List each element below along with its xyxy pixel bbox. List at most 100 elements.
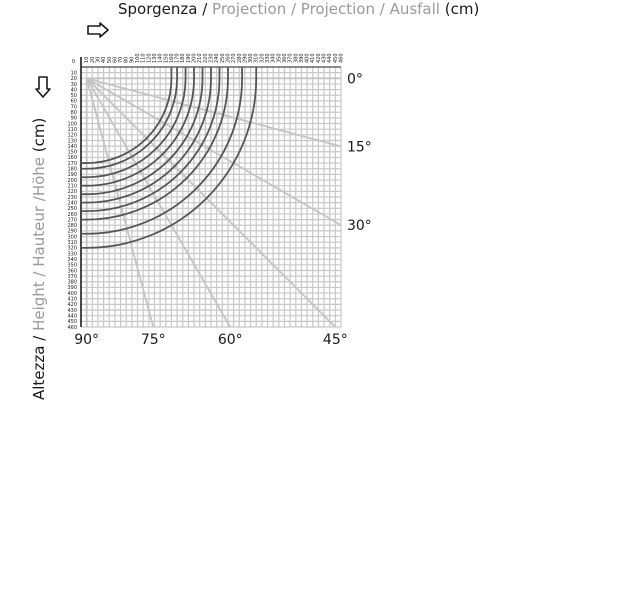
x-tick-label: 220 <box>203 53 209 63</box>
y-tick-label: 20 <box>71 76 77 82</box>
y-tick-label: 30 <box>71 82 77 88</box>
radius-arc-235 <box>81 67 221 213</box>
y-tick-label: 180 <box>67 167 77 173</box>
y-tick-label: 450 <box>67 319 77 325</box>
y-tick-label: 40 <box>71 87 77 93</box>
y-tick-label: 330 <box>67 251 77 257</box>
y-tick-label: 160 <box>67 155 77 161</box>
x-tick-label: 440 <box>327 53 333 63</box>
angle-line-45 <box>86 77 336 327</box>
y-tick-label: 360 <box>67 268 77 274</box>
x-tick-label: 160 <box>169 53 175 63</box>
y-tick-label: 440 <box>67 313 77 319</box>
x-tick-label: 70 <box>118 57 124 63</box>
radius-arc-160 <box>81 67 178 170</box>
angle-label-0: 0° <box>347 71 363 87</box>
radius-arc-150 <box>81 67 173 164</box>
x-tick-label: 460 <box>338 53 344 63</box>
x-tick-label: 20 <box>90 57 96 63</box>
y-tick-label: 80 <box>71 110 77 116</box>
angle-label-30: 30° <box>347 218 372 234</box>
x-tick-label: 50 <box>107 57 113 63</box>
x-tick-label: 230 <box>208 53 214 63</box>
angle-line-60 <box>85 77 232 327</box>
x-tick-label: 40 <box>101 57 107 63</box>
radius-arc-190 <box>81 67 195 187</box>
x-tick-label: 190 <box>186 53 192 63</box>
x-tick-label: 290 <box>242 53 248 63</box>
x-tick-label: 420 <box>316 53 322 63</box>
y-tick-label: 90 <box>71 116 77 122</box>
x-tick-label: 150 <box>163 53 169 63</box>
y-tick-label: 260 <box>67 212 77 218</box>
y-tick-label: 390 <box>67 285 77 291</box>
x-tick-label: 430 <box>322 53 328 63</box>
x-tick-label: 80 <box>124 57 130 63</box>
y-tick-label: 200 <box>67 178 77 184</box>
y-tick-label: 420 <box>67 302 77 308</box>
y-tick-label: 170 <box>67 161 77 167</box>
y-tick-label: 60 <box>71 99 77 105</box>
angle-line-30 <box>86 77 341 226</box>
x-tick-label: 410 <box>310 53 316 63</box>
x-tick-label: 350 <box>276 53 282 63</box>
y-tick-label: 10 <box>71 70 77 76</box>
y-tick-label: 150 <box>67 150 77 156</box>
radius-arc-175 <box>81 67 187 179</box>
y-tick-label: 340 <box>67 257 77 263</box>
x-tick-label: 380 <box>293 53 299 63</box>
x-axis-title-italian: Sporgenza / <box>118 0 213 18</box>
radius-arcs <box>81 67 258 249</box>
y-tick-label: 370 <box>67 274 77 280</box>
x-tick-label: 360 <box>282 53 288 63</box>
x-tick-label: 200 <box>192 53 198 63</box>
x-tick-label: 330 <box>265 53 271 63</box>
radius-arc-300 <box>81 67 258 249</box>
x-tick-label: 30 <box>95 57 101 63</box>
y-tick-label: 430 <box>67 308 77 314</box>
x-tick-label: 120 <box>146 53 152 63</box>
x-tick-label-zero: 0 <box>72 59 75 65</box>
angle-label-60: 60° <box>218 332 243 348</box>
angle-label-90: 90° <box>74 332 99 348</box>
arrow-down-icon <box>35 76 51 98</box>
y-tick-label: 270 <box>67 217 77 223</box>
y-tick-label: 290 <box>67 229 77 235</box>
x-axis-title-unit: (cm) <box>439 0 480 18</box>
y-tick-label: 120 <box>67 133 77 139</box>
x-tick-label: 300 <box>248 53 254 63</box>
x-tick-label: 270 <box>231 53 237 63</box>
angle-label-45: 45° <box>323 332 348 348</box>
y-tick-label: 350 <box>67 263 77 269</box>
x-tick-label: 10 <box>84 57 90 63</box>
x-tick-label: 340 <box>271 53 277 63</box>
y-tick-label: 460 <box>67 325 77 331</box>
radius-arc-220 <box>81 67 212 204</box>
x-tick-label: 60 <box>112 57 118 63</box>
y-tick-label: 400 <box>67 291 77 297</box>
x-tick-label: 250 <box>220 53 226 63</box>
x-tick-label: 390 <box>299 53 305 63</box>
angle-line-15 <box>86 77 341 148</box>
y-tick-label: 280 <box>67 223 77 229</box>
y-tick-label: 380 <box>67 280 77 286</box>
x-tick-label: 310 <box>254 53 260 63</box>
arrow-right-icon <box>87 22 109 38</box>
y-tick-label: 50 <box>71 93 77 99</box>
y-tick-label: 100 <box>67 121 77 127</box>
x-tick-label: 450 <box>333 53 339 63</box>
x-tick-label: 210 <box>197 53 203 63</box>
y-tick-label: 320 <box>67 246 77 252</box>
y-tick-label: 300 <box>67 234 77 240</box>
y-tick-label: 140 <box>67 144 77 150</box>
x-tick-label: 140 <box>158 53 164 63</box>
y-tick-label: 250 <box>67 206 77 212</box>
x-tick-label: 240 <box>214 53 220 63</box>
y-tick-label: 190 <box>67 172 77 178</box>
x-axis-title-translations: Projection / Projection / Ausfall <box>212 0 440 18</box>
x-tick-label: 90 <box>129 57 135 63</box>
y-tick-label: 130 <box>67 138 77 144</box>
x-tick-label: 170 <box>175 53 181 63</box>
y-tick-label: 210 <box>67 183 77 189</box>
